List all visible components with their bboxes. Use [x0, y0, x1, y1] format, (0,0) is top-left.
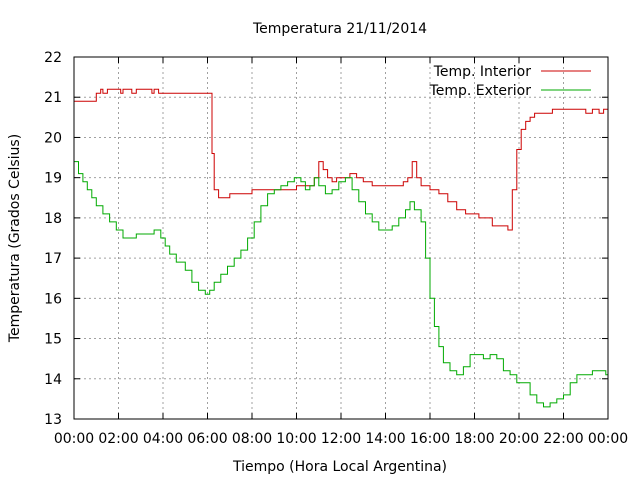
y-tick-label: 19 — [44, 171, 62, 187]
x-tick-label: 22:00 — [543, 431, 583, 447]
legend-label: Temp. Interior — [433, 64, 532, 80]
y-tick-label: 18 — [44, 211, 62, 227]
legend: Temp. Interior Temp. Exterior — [429, 64, 591, 99]
y-tick-label: 17 — [44, 251, 62, 267]
y-axis-label: Temperatura (Grados Celsius) — [7, 134, 23, 343]
x-tick-label: 12:00 — [321, 431, 361, 447]
y-tick-label: 22 — [44, 50, 62, 66]
series-lines — [74, 88, 608, 408]
x-axis-label: Tiempo (Hora Local Argentina) — [232, 459, 447, 475]
legend-label: Temp. Exterior — [429, 83, 532, 99]
x-tick-label: 00:00 — [588, 431, 628, 447]
y-tick-label: 16 — [44, 291, 62, 307]
series-line-exterior — [74, 161, 608, 408]
y-tick-label: 15 — [44, 332, 62, 348]
x-tick-label: 00:00 — [54, 431, 94, 447]
x-tick-label: 20:00 — [499, 431, 539, 447]
chart-title: Temperatura 21/11/2014 — [252, 21, 427, 37]
y-tick-label: 21 — [44, 90, 62, 106]
grid-lines — [74, 57, 608, 419]
series-line-interior — [74, 88, 608, 231]
x-tick-label: 04:00 — [143, 431, 183, 447]
x-tick-label: 10:00 — [276, 431, 316, 447]
y-tick-label: 13 — [44, 412, 62, 428]
y-tick-label: 14 — [44, 372, 62, 388]
x-tick-label: 18:00 — [454, 431, 494, 447]
x-tick-label: 08:00 — [232, 431, 272, 447]
y-tick-label: 20 — [44, 130, 62, 146]
plot-frame — [73, 56, 609, 420]
x-tick-label: 16:00 — [410, 431, 450, 447]
x-tick-label: 06:00 — [187, 431, 227, 447]
x-tick-label: 14:00 — [365, 431, 405, 447]
x-tick-label: 02:00 — [98, 431, 138, 447]
